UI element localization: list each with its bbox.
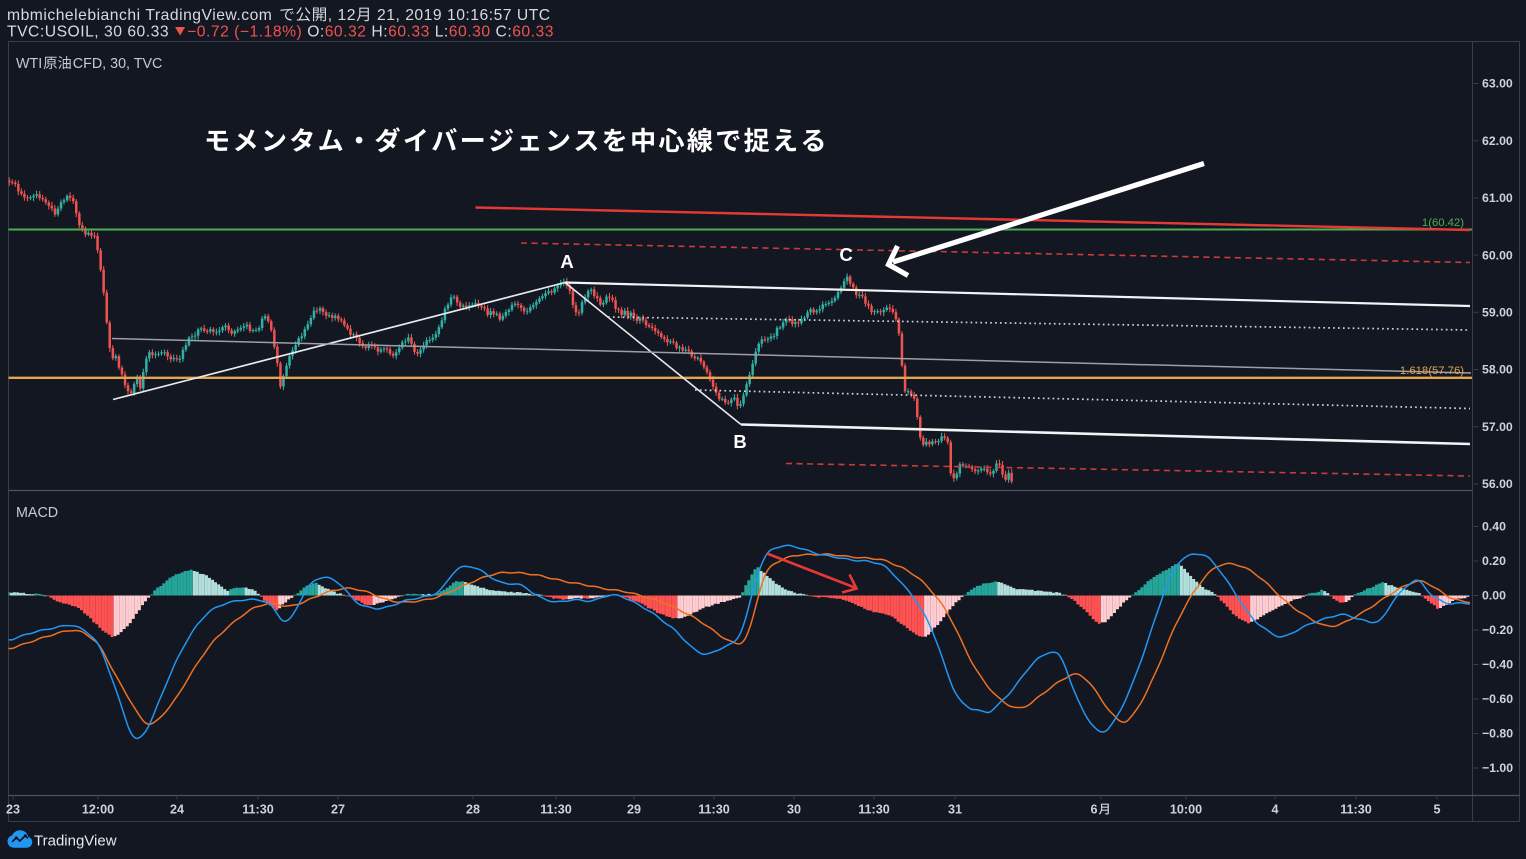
svg-text:, 12: , 12 bbox=[328, 7, 356, 24]
svg-text:O:: O: bbox=[307, 24, 325, 41]
svg-text:mbmichelebianchi TradingView.c: mbmichelebianchi TradingView.com bbox=[7, 7, 277, 24]
svg-text:B: B bbox=[733, 431, 746, 452]
svg-text:60.32: 60.32 bbox=[325, 24, 372, 41]
svg-text:4: 4 bbox=[1271, 803, 1278, 817]
svg-text:11:30: 11:30 bbox=[1340, 803, 1372, 817]
svg-text:30: 30 bbox=[787, 803, 801, 817]
svg-text:11:30: 11:30 bbox=[540, 803, 572, 817]
svg-text:57.00: 57.00 bbox=[1482, 420, 1513, 434]
svg-text:−0.40: −0.40 bbox=[1482, 658, 1513, 672]
svg-text:0.20: 0.20 bbox=[1482, 554, 1506, 568]
svg-text:60.33: 60.33 bbox=[512, 24, 554, 41]
svg-text:63.00: 63.00 bbox=[1482, 77, 1513, 91]
svg-text:−0.60: −0.60 bbox=[1482, 692, 1513, 706]
svg-text:MACD: MACD bbox=[16, 505, 58, 521]
svg-text:0.40: 0.40 bbox=[1482, 520, 1506, 534]
svg-text:−0.72 (−1.18%): −0.72 (−1.18%) bbox=[187, 24, 307, 41]
svg-text:WTI: WTI bbox=[16, 56, 42, 72]
svg-text:11:30: 11:30 bbox=[858, 803, 890, 817]
svg-text:0.00: 0.00 bbox=[1482, 589, 1506, 603]
svg-text:60.00: 60.00 bbox=[1482, 248, 1513, 262]
svg-text:21, 2019 10:16:57 UTC: 21, 2019 10:16:57 UTC bbox=[372, 7, 550, 24]
svg-text:58.00: 58.00 bbox=[1482, 363, 1513, 377]
svg-text:60.30: 60.30 bbox=[449, 24, 496, 41]
svg-text:62.00: 62.00 bbox=[1482, 134, 1513, 148]
svg-text:23: 23 bbox=[6, 803, 20, 817]
svg-text:C:: C: bbox=[496, 24, 513, 41]
svg-text:31: 31 bbox=[948, 803, 962, 817]
svg-text:10:00: 10:00 bbox=[1170, 803, 1202, 817]
svg-text:11:30: 11:30 bbox=[242, 803, 274, 817]
svg-text:56.00: 56.00 bbox=[1482, 477, 1513, 491]
svg-text:−0.80: −0.80 bbox=[1482, 727, 1513, 741]
svg-text:59.00: 59.00 bbox=[1482, 306, 1513, 320]
svg-text:60.33: 60.33 bbox=[388, 24, 435, 41]
svg-text:TradingView: TradingView bbox=[34, 833, 117, 850]
svg-text:61.00: 61.00 bbox=[1482, 191, 1513, 205]
svg-text:1.618(57.76): 1.618(57.76) bbox=[1400, 365, 1464, 377]
svg-text:C: C bbox=[839, 244, 852, 265]
svg-text:CFD, 30, TVC: CFD, 30, TVC bbox=[73, 56, 163, 72]
svg-text:H:: H: bbox=[371, 24, 388, 41]
svg-text:12:00: 12:00 bbox=[82, 803, 114, 817]
svg-text:5: 5 bbox=[1433, 803, 1440, 817]
svg-text:−1.00: −1.00 bbox=[1482, 761, 1513, 775]
svg-text:TVC:USOIL, 30 60.33: TVC:USOIL, 30 60.33 bbox=[7, 24, 174, 41]
svg-text:11:30: 11:30 bbox=[698, 803, 730, 817]
svg-text:24: 24 bbox=[170, 803, 184, 817]
svg-text:−0.20: −0.20 bbox=[1482, 623, 1513, 637]
svg-text:L:: L: bbox=[435, 24, 449, 41]
svg-text:28: 28 bbox=[466, 803, 480, 817]
svg-text:27: 27 bbox=[331, 803, 345, 817]
svg-text:6: 6 bbox=[1091, 803, 1098, 817]
svg-text:A: A bbox=[560, 251, 573, 272]
svg-text:29: 29 bbox=[627, 803, 641, 817]
svg-text:1(60.42): 1(60.42) bbox=[1422, 217, 1464, 229]
